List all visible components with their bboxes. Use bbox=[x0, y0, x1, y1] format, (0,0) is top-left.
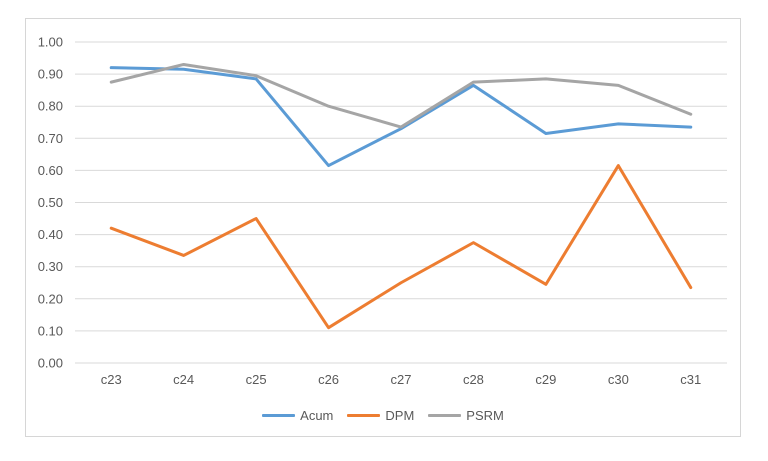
x-tick-label: c28 bbox=[463, 372, 484, 387]
x-tick-label: c29 bbox=[535, 372, 556, 387]
y-tick-label: 0.00 bbox=[38, 356, 63, 371]
y-tick-label: 0.40 bbox=[38, 227, 63, 242]
legend-label-psrm: PSRM bbox=[466, 408, 504, 423]
x-tick-label: c31 bbox=[680, 372, 701, 387]
x-tick-label: c25 bbox=[246, 372, 267, 387]
legend-line-dpm-icon bbox=[347, 414, 381, 417]
y-tick-label: 0.90 bbox=[38, 67, 63, 82]
y-tick-label: 0.80 bbox=[38, 99, 63, 114]
legend-label-dpm: DPM bbox=[385, 408, 415, 423]
legend-line-acum-icon bbox=[262, 414, 296, 417]
legend: Acum DPM PSRM bbox=[26, 408, 740, 423]
legend-label-acum: Acum bbox=[300, 408, 334, 423]
x-tick-label: c23 bbox=[101, 372, 122, 387]
y-tick-label: 0.20 bbox=[38, 291, 63, 306]
plot-area: 1.00 0.90 0.80 0.70 0.60 0.50 0.40 0.30 0.20 0.10… bbox=[38, 35, 727, 387]
y-tick-label: 0.70 bbox=[38, 131, 63, 146]
y-tick-label: 0.50 bbox=[38, 195, 63, 210]
x-tick-label: c26 bbox=[318, 372, 339, 387]
legend-item-psrm: PSRM bbox=[428, 408, 504, 423]
series-line-psrm bbox=[109, 62, 693, 129]
legend-line-psrm-icon bbox=[428, 414, 462, 417]
chart-frame: 1.00 0.90 0.80 0.70 0.60 0.50 0.40 0.30 0.20 0.10… bbox=[25, 18, 741, 437]
x-tick-label: c27 bbox=[391, 372, 412, 387]
legend-item-dpm: DPM bbox=[347, 408, 414, 423]
series-line-acum bbox=[109, 66, 693, 168]
series-line-dpm bbox=[109, 164, 693, 330]
x-tick-label: c24 bbox=[173, 372, 194, 387]
y-tick-label: 0.60 bbox=[38, 163, 63, 178]
y-tick-label: 0.30 bbox=[38, 259, 63, 274]
legend-item-acum: Acum bbox=[262, 408, 333, 423]
y-tick-label: 1.00 bbox=[38, 35, 63, 50]
y-tick-label: 0.10 bbox=[38, 323, 63, 338]
x-tick-label: c30 bbox=[608, 372, 629, 387]
